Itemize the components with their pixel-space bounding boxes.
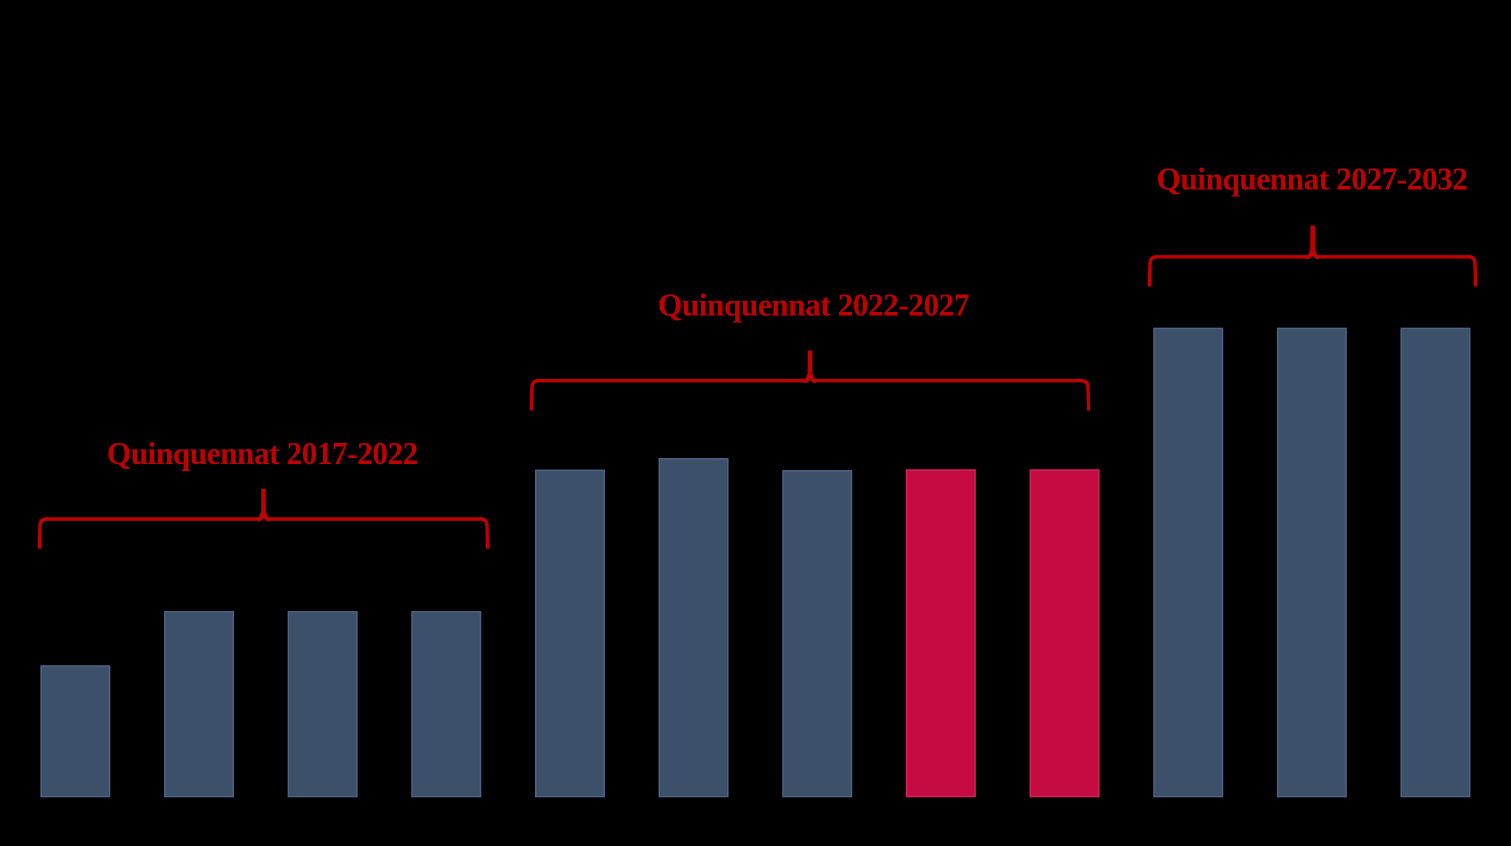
svg-text:Quinquennat 2027-2032: Quinquennat 2027-2032 (1157, 161, 1468, 196)
svg-text:Quinquennat 2022-2027: Quinquennat 2022-2027 (658, 288, 969, 323)
svg-text:Quinquennat 2017-2022: Quinquennat 2017-2022 (107, 436, 418, 471)
